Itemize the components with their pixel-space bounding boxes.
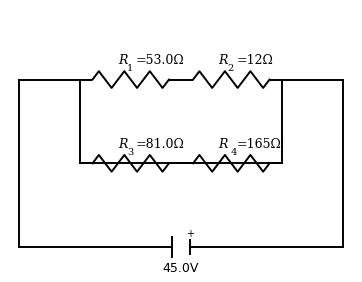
Text: 2: 2 (228, 64, 234, 73)
Text: =12Ω: =12Ω (237, 54, 274, 67)
Text: R: R (118, 138, 127, 151)
Text: =81.0Ω: =81.0Ω (136, 138, 185, 151)
Text: 45.0V: 45.0V (163, 263, 199, 276)
Text: R: R (218, 138, 228, 151)
Text: 3: 3 (127, 148, 133, 157)
Text: +: + (186, 229, 194, 239)
Text: R: R (118, 54, 127, 67)
Text: 1: 1 (127, 64, 133, 73)
Text: =165Ω: =165Ω (237, 138, 282, 151)
Text: R: R (218, 54, 228, 67)
Text: 4: 4 (228, 148, 237, 157)
Text: =53.0Ω: =53.0Ω (136, 54, 185, 67)
